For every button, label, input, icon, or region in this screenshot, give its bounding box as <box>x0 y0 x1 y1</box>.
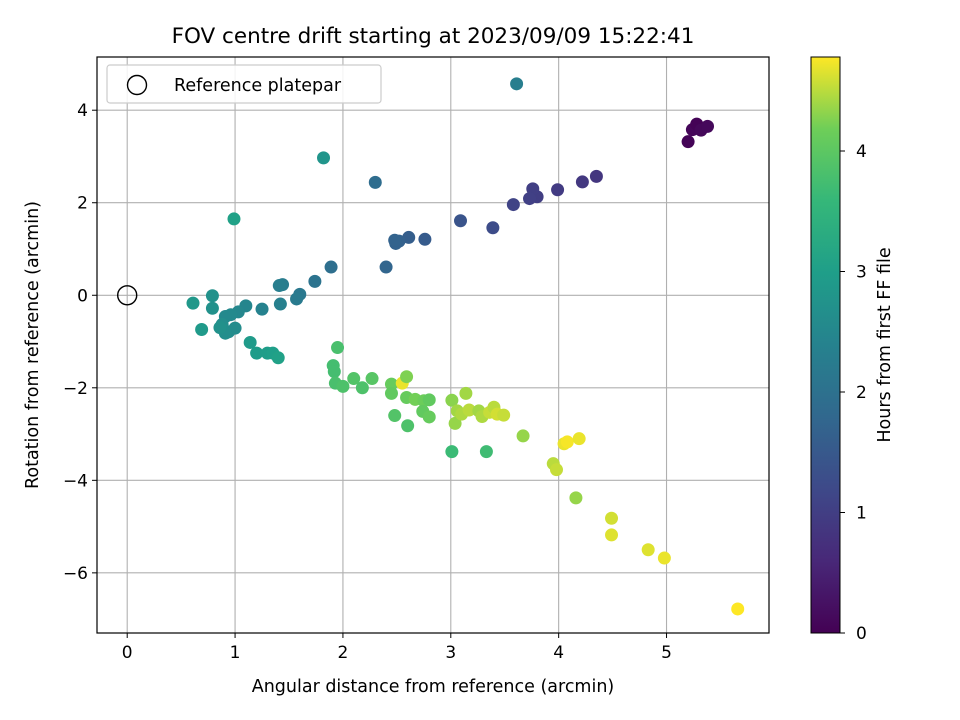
scatter-point <box>551 183 565 197</box>
scatter-point <box>575 175 589 189</box>
scatter-point <box>324 260 338 274</box>
scatter-point <box>355 381 369 395</box>
scatter-point <box>327 365 341 379</box>
colorbar-gradient <box>810 56 841 634</box>
scatter-point <box>317 151 331 165</box>
scatter-point <box>368 175 382 189</box>
scatter-point <box>516 429 530 443</box>
scatter-point <box>422 410 436 424</box>
scatter-point <box>506 198 520 212</box>
scatter-point <box>255 302 269 316</box>
y-tick-label: 2 <box>77 194 88 214</box>
legend-box <box>106 64 382 104</box>
x-tick-label: 2 <box>338 643 349 663</box>
scatter-point <box>272 279 286 293</box>
scatter-point <box>560 435 574 449</box>
scatter-point <box>213 321 227 335</box>
scatter-point <box>400 370 414 384</box>
scatter-point <box>205 301 219 315</box>
scatter-point <box>422 393 436 407</box>
colorbar-tick-label: 2 <box>856 383 867 403</box>
y-tick-label: −4 <box>63 471 88 491</box>
scatter-point <box>388 233 402 247</box>
legend-marker-icon <box>126 74 148 96</box>
scatter-point <box>401 419 415 433</box>
scatter-point <box>186 296 200 310</box>
scatter-point <box>731 602 745 616</box>
scatter-point <box>462 403 476 417</box>
colorbar-tick-label: 1 <box>856 503 867 523</box>
scatter-point <box>454 214 468 228</box>
scatter-point <box>448 416 462 430</box>
scatter-point <box>384 386 398 400</box>
y-tick-label: 4 <box>77 101 88 121</box>
data-points <box>186 77 745 616</box>
y-tick-label: −2 <box>63 379 88 399</box>
scatter-point <box>336 379 350 393</box>
scatter-point <box>657 551 671 565</box>
scatter-point <box>388 409 402 423</box>
scatter-point <box>271 351 285 365</box>
scatter-point <box>459 386 473 400</box>
scatter-point <box>641 543 655 557</box>
scatter-point <box>250 346 264 360</box>
y-axis-label: Rotation from reference (arcmin) <box>23 201 43 489</box>
scatter-point <box>365 372 379 386</box>
scatter-point <box>445 393 459 407</box>
scatter-point <box>589 169 603 183</box>
scatter-point <box>205 289 219 303</box>
scatter-point <box>445 445 459 459</box>
x-axis-ticks: 0 1 2 3 4 5 <box>122 633 672 663</box>
scatter-point <box>243 335 257 349</box>
scatter-point <box>550 463 564 477</box>
reference-point-marker <box>117 285 138 306</box>
plot-frame <box>96 56 770 634</box>
scatter-point <box>479 445 493 459</box>
scatter-point <box>605 528 619 542</box>
y-tick-label: −6 <box>63 564 88 584</box>
colorbar-tick-label: 0 <box>856 624 867 644</box>
scatter-point <box>572 432 586 446</box>
scatter-point <box>384 377 398 391</box>
x-tick-label: 4 <box>553 643 564 663</box>
scatter-point <box>331 341 345 355</box>
scatter-point <box>701 119 715 133</box>
y-axis-ticks: −6 −4 −2 0 2 4 <box>63 101 97 584</box>
x-tick-label: 3 <box>445 643 456 663</box>
scatter-point <box>290 292 304 306</box>
grid <box>97 57 769 633</box>
scatter-point <box>497 408 511 422</box>
colorbar: 0 1 2 3 4 Hours from first FF file <box>810 56 895 644</box>
scatter-point <box>569 491 583 505</box>
legend-label: Reference platepar <box>174 76 342 96</box>
x-tick-label: 0 <box>122 643 133 663</box>
scatter-point <box>227 212 241 226</box>
colorbar-ticks: 0 1 2 3 4 <box>840 142 867 644</box>
scatter-point <box>523 192 537 206</box>
scatter-point <box>605 511 619 525</box>
scatter-point <box>510 77 524 91</box>
legend: Reference platepar <box>106 64 382 104</box>
chart-title: FOV centre drift starting at 2023/09/09 … <box>172 24 695 49</box>
scatter-point <box>486 221 500 235</box>
scatter-point <box>347 372 361 386</box>
colorbar-tick-label: 3 <box>856 262 867 282</box>
scatter-point <box>273 297 287 311</box>
y-tick-label: 0 <box>77 286 88 306</box>
colorbar-tick-label: 4 <box>856 142 867 162</box>
colorbar-label: Hours from first FF file <box>875 247 895 442</box>
scatter-point <box>195 323 209 337</box>
scatter-point <box>308 274 322 288</box>
scatter-point <box>418 232 432 246</box>
scatter-point <box>379 260 393 274</box>
x-tick-label: 5 <box>661 643 672 663</box>
scatter-point <box>681 135 695 149</box>
x-axis-label: Angular distance from reference (arcmin) <box>252 677 615 697</box>
x-tick-label: 1 <box>230 643 241 663</box>
